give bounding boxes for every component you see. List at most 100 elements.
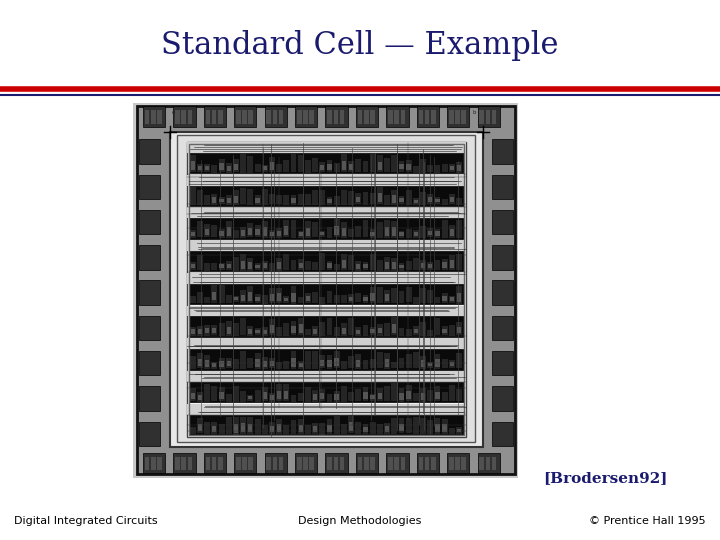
Bar [178, 135, 475, 442]
Bar [240, 392, 246, 402]
Text: [Brodersen92]: [Brodersen92] [544, 471, 668, 485]
Bar [240, 154, 246, 172]
Bar [277, 231, 282, 236]
Bar [291, 260, 297, 271]
Bar [204, 296, 210, 303]
Bar [226, 163, 232, 173]
Bar [384, 195, 390, 205]
Bar [284, 296, 289, 303]
Bar [284, 254, 289, 270]
Bar [255, 264, 261, 271]
Bar [220, 361, 224, 367]
Bar [384, 386, 390, 401]
Bar [256, 359, 260, 367]
Bar [392, 195, 397, 203]
Bar [305, 160, 311, 173]
Bar [298, 155, 304, 172]
Bar [240, 254, 246, 271]
Bar [363, 360, 369, 368]
Bar [191, 264, 195, 268]
Bar [364, 110, 369, 124]
Bar [262, 327, 268, 336]
Bar [269, 393, 275, 402]
Bar [407, 164, 411, 170]
Bar [327, 227, 333, 238]
Bar [428, 197, 433, 202]
Bar [333, 456, 338, 470]
Bar [276, 327, 282, 336]
Bar [421, 263, 426, 268]
Bar [341, 295, 347, 303]
Bar [190, 230, 196, 238]
Bar [187, 456, 192, 470]
Bar [341, 254, 347, 270]
Bar [255, 226, 261, 237]
Bar [395, 110, 399, 124]
Bar [248, 110, 253, 124]
Bar [342, 161, 346, 170]
Bar [449, 296, 455, 303]
Bar [425, 456, 429, 470]
Bar [340, 456, 344, 470]
Bar [456, 254, 462, 270]
Bar [392, 262, 397, 268]
Bar [190, 154, 196, 172]
Bar [492, 351, 513, 375]
Bar [334, 327, 340, 336]
Bar [443, 328, 447, 333]
Bar [335, 226, 339, 235]
Bar [385, 359, 390, 367]
Bar [395, 456, 399, 470]
Bar [356, 226, 361, 237]
Bar [312, 190, 318, 205]
Bar [435, 318, 441, 335]
Bar [197, 190, 203, 205]
Bar [442, 259, 448, 271]
Bar [356, 422, 361, 434]
Bar [175, 110, 180, 124]
Bar [363, 325, 369, 336]
Bar [174, 106, 196, 127]
Bar [248, 188, 253, 205]
Bar [420, 192, 426, 205]
Bar [219, 229, 225, 238]
Bar [269, 358, 275, 368]
Bar [189, 349, 464, 369]
Bar [320, 360, 325, 366]
Bar [442, 359, 448, 368]
Bar [456, 427, 462, 434]
Bar [348, 318, 354, 335]
Bar [219, 197, 225, 205]
Bar [428, 363, 433, 367]
Bar [392, 418, 397, 434]
Bar [190, 388, 196, 401]
Bar [204, 325, 210, 335]
Bar [187, 142, 467, 437]
Bar [356, 388, 361, 401]
Bar [248, 417, 253, 434]
Bar [392, 190, 397, 205]
Bar [442, 199, 448, 205]
Bar [388, 456, 393, 470]
Bar [356, 327, 361, 336]
Bar [356, 354, 361, 369]
Bar [284, 220, 289, 237]
Bar [377, 424, 383, 434]
Bar [400, 164, 404, 170]
Bar [295, 453, 318, 474]
Bar [477, 453, 500, 474]
Bar [263, 361, 267, 367]
Bar [187, 240, 467, 251]
Bar [248, 329, 253, 334]
Bar [417, 106, 439, 127]
Bar [431, 110, 436, 124]
Bar [234, 106, 256, 127]
Bar [400, 110, 405, 124]
Bar [189, 316, 464, 337]
Bar [364, 297, 368, 301]
Bar [233, 257, 239, 271]
Bar [212, 285, 217, 302]
Bar [399, 195, 405, 205]
Bar [305, 351, 311, 368]
Bar [312, 390, 318, 402]
